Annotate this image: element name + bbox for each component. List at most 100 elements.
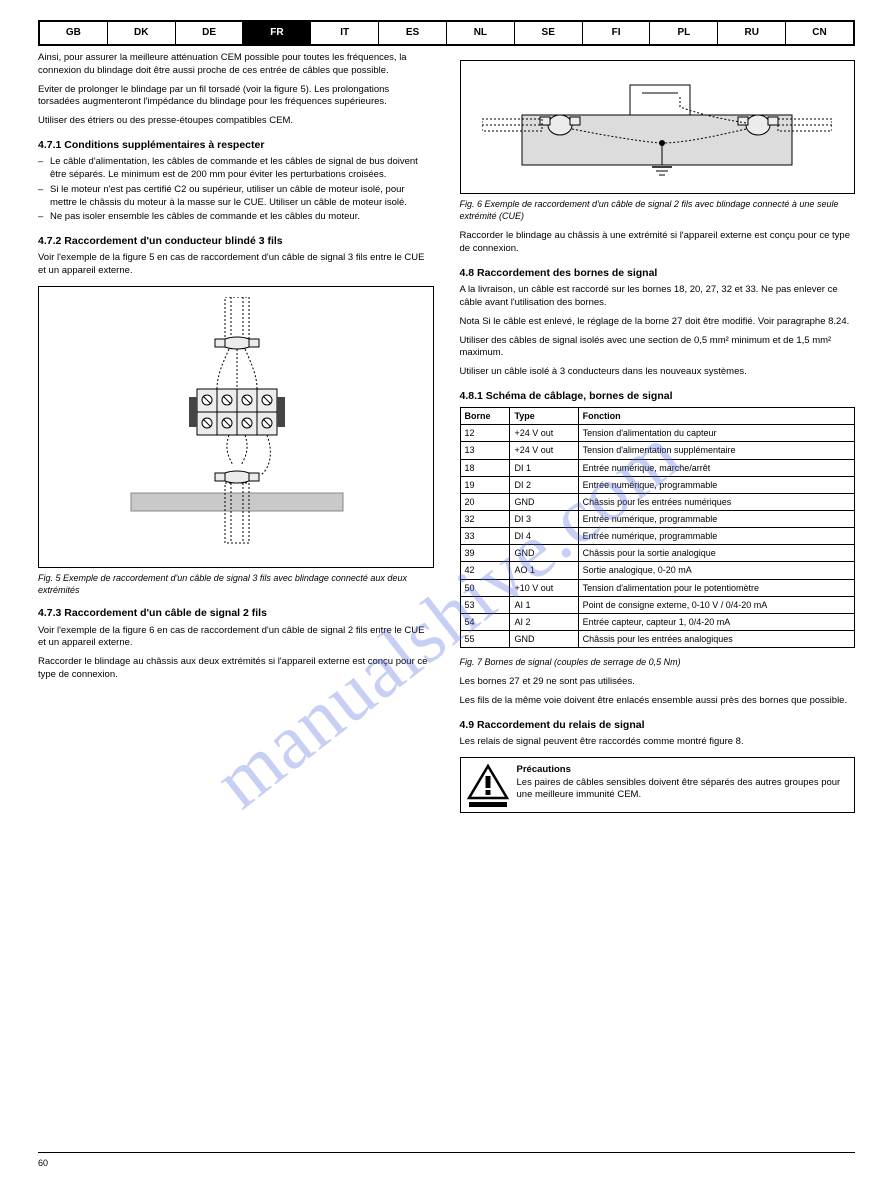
table-cell: DI 2 <box>510 476 578 493</box>
table-cell: GND <box>510 493 578 510</box>
table-cell: DI 3 <box>510 510 578 527</box>
table-cell: 20 <box>460 493 510 510</box>
para: A la livraison, un câble est raccordé su… <box>460 284 856 310</box>
table-cell: 42 <box>460 562 510 579</box>
language-tab-bar: GBDKDEFRITESNLSEFIPLRUCN <box>38 20 855 46</box>
para: Les fils de la même voie doivent être en… <box>460 695 856 708</box>
table-cell: Tension d'alimentation du capteur <box>578 425 854 442</box>
para: Raccorder le blindage au châssis à une e… <box>460 230 856 256</box>
table-cell: 33 <box>460 528 510 545</box>
table-row: 18DI 1Entrée numérique, marche/arrêt <box>460 459 855 476</box>
heading-text: Raccordement des bornes de signal <box>477 267 657 279</box>
lang-tab-it[interactable]: IT <box>311 22 379 44</box>
table-cell: AO 1 <box>510 562 578 579</box>
lang-tab-fi[interactable]: FI <box>583 22 651 44</box>
right-column: Fig. 6 Exemple de raccordement d'un câbl… <box>460 52 856 813</box>
table-row: 19DI 2Entrée numérique, programmable <box>460 476 855 493</box>
lang-tab-gb[interactable]: GB <box>40 22 108 44</box>
table-cell: Châssis pour les entrées analogiques <box>578 630 854 647</box>
table-cell: Châssis pour les entrées numériques <box>578 493 854 510</box>
para-nota: Nota Si le câble est enlevé, le réglage … <box>460 316 856 329</box>
table-cell: +24 V out <box>510 425 578 442</box>
figure-5-svg <box>121 297 351 557</box>
table-row: 12+24 V outTension d'alimentation du cap… <box>460 425 855 442</box>
table-row: 13+24 V outTension d'alimentation supplé… <box>460 442 855 459</box>
table-cell: 55 <box>460 630 510 647</box>
table-row: 32DI 3Entrée numérique, programmable <box>460 510 855 527</box>
page-number: 60 <box>38 1157 48 1169</box>
table-cell: 32 <box>460 510 510 527</box>
lang-tab-es[interactable]: ES <box>379 22 447 44</box>
table-cell: AI 1 <box>510 596 578 613</box>
heading-num: 4.8 <box>460 267 475 279</box>
table-row: 33DI 4Entrée numérique, programmable <box>460 528 855 545</box>
table-cell: DI 1 <box>510 459 578 476</box>
heading-49: 4.9 Raccordement du relais de signal <box>460 718 856 732</box>
table-header: Fonction <box>578 408 854 425</box>
table-cell: 19 <box>460 476 510 493</box>
heading-num: 4.7.1 <box>38 139 61 151</box>
table-cell: Sortie analogique, 0-20 mA <box>578 562 854 579</box>
table-header: Type <box>510 408 578 425</box>
heading-num: 4.8.1 <box>460 390 483 402</box>
figure-6-box <box>460 60 856 194</box>
table-cell: GND <box>510 545 578 562</box>
warning-label: Précautions <box>517 764 571 775</box>
lang-tab-fr[interactable]: FR <box>243 22 311 44</box>
table-cell: +24 V out <box>510 442 578 459</box>
lang-tab-pl[interactable]: PL <box>650 22 718 44</box>
heading-48: 4.8 Raccordement des bornes de signal <box>460 266 856 280</box>
table-cell: GND <box>510 630 578 647</box>
page-footer: 60 <box>38 1152 855 1169</box>
lang-tab-dk[interactable]: DK <box>108 22 176 44</box>
table-cell: 18 <box>460 459 510 476</box>
table-cell: 12 <box>460 425 510 442</box>
list-item: Si le moteur n'est pas certifié C2 ou su… <box>38 184 434 210</box>
figure-5-caption: Fig. 5 Exemple de raccordement d'un câbl… <box>38 572 434 596</box>
table-cell: Entrée capteur, capteur 1, 0/4-20 mA <box>578 613 854 630</box>
figure-5-box <box>38 286 434 568</box>
table-cell: AI 2 <box>510 613 578 630</box>
figure-6-caption: Fig. 6 Exemple de raccordement d'un câbl… <box>460 198 856 222</box>
warning-icon <box>467 764 509 808</box>
table-row: 42AO 1Sortie analogique, 0-20 mA <box>460 562 855 579</box>
heading-471: 4.7.1 Conditions supplémentaires à respe… <box>38 138 434 152</box>
lang-tab-ru[interactable]: RU <box>718 22 786 44</box>
table-cell: 50 <box>460 579 510 596</box>
table-cell: Entrée numérique, marche/arrêt <box>578 459 854 476</box>
heading-text: Conditions supplémentaires à respecter <box>64 139 264 151</box>
heading-text: Raccordement du relais de signal <box>477 719 644 731</box>
table-cell: Entrée numérique, programmable <box>578 510 854 527</box>
table-cell: 54 <box>460 613 510 630</box>
wiring-table: BorneTypeFonction 12+24 V outTension d'a… <box>460 407 856 648</box>
lang-tab-de[interactable]: DE <box>176 22 244 44</box>
warning-text: Les paires de câbles sensibles doivent ê… <box>517 777 849 803</box>
table-cell: 39 <box>460 545 510 562</box>
figure-6-svg <box>482 67 832 187</box>
warning-box: Précautions Les paires de câbles sensibl… <box>460 757 856 813</box>
table-cell: 13 <box>460 442 510 459</box>
heading-num: 4.7.2 <box>38 235 61 247</box>
table-row: 54AI 2Entrée capteur, capteur 1, 0/4-20 … <box>460 613 855 630</box>
lang-tab-cn[interactable]: CN <box>786 22 853 44</box>
table-cell: DI 4 <box>510 528 578 545</box>
para: Voir l'exemple de la figure 6 en cas de … <box>38 625 434 651</box>
table-cell: Tension d'alimentation supplémentaire <box>578 442 854 459</box>
heading-473: 4.7.3 Raccordement d'un câble de signal … <box>38 606 434 620</box>
para: Raccorder le blindage au châssis aux deu… <box>38 656 434 682</box>
table-row: 55GNDChâssis pour les entrées analogique… <box>460 630 855 647</box>
para: Eviter de prolonger le blindage par un f… <box>38 84 434 110</box>
para: Utiliser des étriers ou des presse-étoup… <box>38 115 434 128</box>
table-cell: Entrée numérique, programmable <box>578 528 854 545</box>
lang-tab-se[interactable]: SE <box>515 22 583 44</box>
para: Les bornes 27 et 29 ne sont pas utilisée… <box>460 676 856 689</box>
figure-7-caption: Fig. 7 Bornes de signal (couples de serr… <box>460 656 856 668</box>
heading-num: 4.7.3 <box>38 607 61 619</box>
list-item: Le câble d'alimentation, les câbles de c… <box>38 156 434 182</box>
para: Ainsi, pour assurer la meilleure atténua… <box>38 52 434 78</box>
lang-tab-nl[interactable]: NL <box>447 22 515 44</box>
para: Utiliser un câble isolé à 3 conducteurs … <box>460 366 856 379</box>
table-cell: Point de consigne externe, 0-10 V / 0/4-… <box>578 596 854 613</box>
table-cell: +10 V out <box>510 579 578 596</box>
table-cell: Entrée numérique, programmable <box>578 476 854 493</box>
